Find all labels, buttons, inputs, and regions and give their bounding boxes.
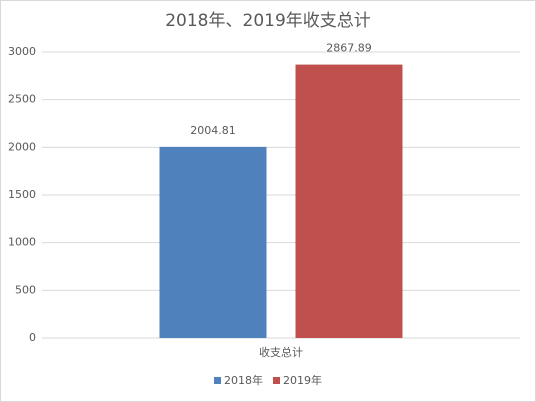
- legend-label: 2018年: [224, 373, 263, 387]
- legend-swatch: [214, 377, 221, 384]
- y-tick-label: 500: [15, 283, 36, 296]
- y-tick-label: 2500: [8, 93, 36, 106]
- y-tick-label: 0: [29, 331, 36, 344]
- bar: [159, 146, 267, 338]
- bar: [295, 64, 403, 339]
- y-tick-label: 3000: [8, 45, 36, 58]
- chart-title: 2018年、2019年收支总计: [165, 11, 371, 31]
- legend-label: 2019年: [283, 373, 322, 387]
- data-label: 2004.81: [190, 124, 236, 137]
- legend-swatch: [273, 377, 280, 384]
- y-tick-label: 1000: [8, 236, 36, 249]
- y-tick-label: 2000: [8, 140, 36, 153]
- data-label: 2867.89: [326, 42, 372, 55]
- y-tick-label: 1500: [8, 188, 36, 201]
- x-tick-label: 收支总计: [259, 345, 303, 359]
